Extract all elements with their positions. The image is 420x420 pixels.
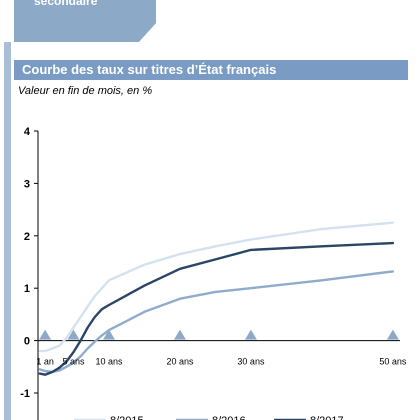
legend-label: 8/2017 xyxy=(310,415,344,420)
maturity-label: 20 ans xyxy=(166,357,194,367)
maturity-marker-icon xyxy=(39,329,52,340)
side-accent-bar xyxy=(4,42,11,420)
y-tick-label: 1 xyxy=(24,283,30,295)
legend-label: 8/2015 xyxy=(110,415,144,420)
maturity-label: 1 an xyxy=(36,357,54,367)
series-line-8-2016 xyxy=(38,270,395,374)
y-tick-label: 0 xyxy=(24,336,30,348)
section-header-label: secondaire xyxy=(34,0,98,8)
maturity-marker-icon xyxy=(386,329,399,340)
maturity-marker-icon xyxy=(173,329,186,340)
y-tick-label: 3 xyxy=(24,178,30,190)
chart-title: Courbe des taux sur titres d’État frança… xyxy=(22,62,277,77)
legend-label: 8/2016 xyxy=(212,415,246,420)
series-line-8-2015 xyxy=(38,221,395,353)
maturity-marker-icon xyxy=(102,329,115,340)
maturity-label: 50 ans xyxy=(379,357,407,367)
y-tick-label: 4 xyxy=(24,126,31,138)
chart-title-bar: Courbe des taux sur titres d’État frança… xyxy=(14,60,408,80)
maturity-label: 30 ans xyxy=(237,357,265,367)
maturity-label: 5 ans xyxy=(62,357,85,367)
series-line-8-2017 xyxy=(38,241,395,376)
maturity-marker-icon xyxy=(67,329,80,340)
maturity-label: 10 ans xyxy=(95,357,123,367)
chart-subtitle: Valeur en fin de mois, en % xyxy=(18,85,153,97)
section-header-tab: secondaire xyxy=(14,0,156,42)
y-tick-label: -1 xyxy=(20,388,30,400)
y-tick-label: 2 xyxy=(24,231,30,243)
maturity-marker-icon xyxy=(244,329,257,340)
